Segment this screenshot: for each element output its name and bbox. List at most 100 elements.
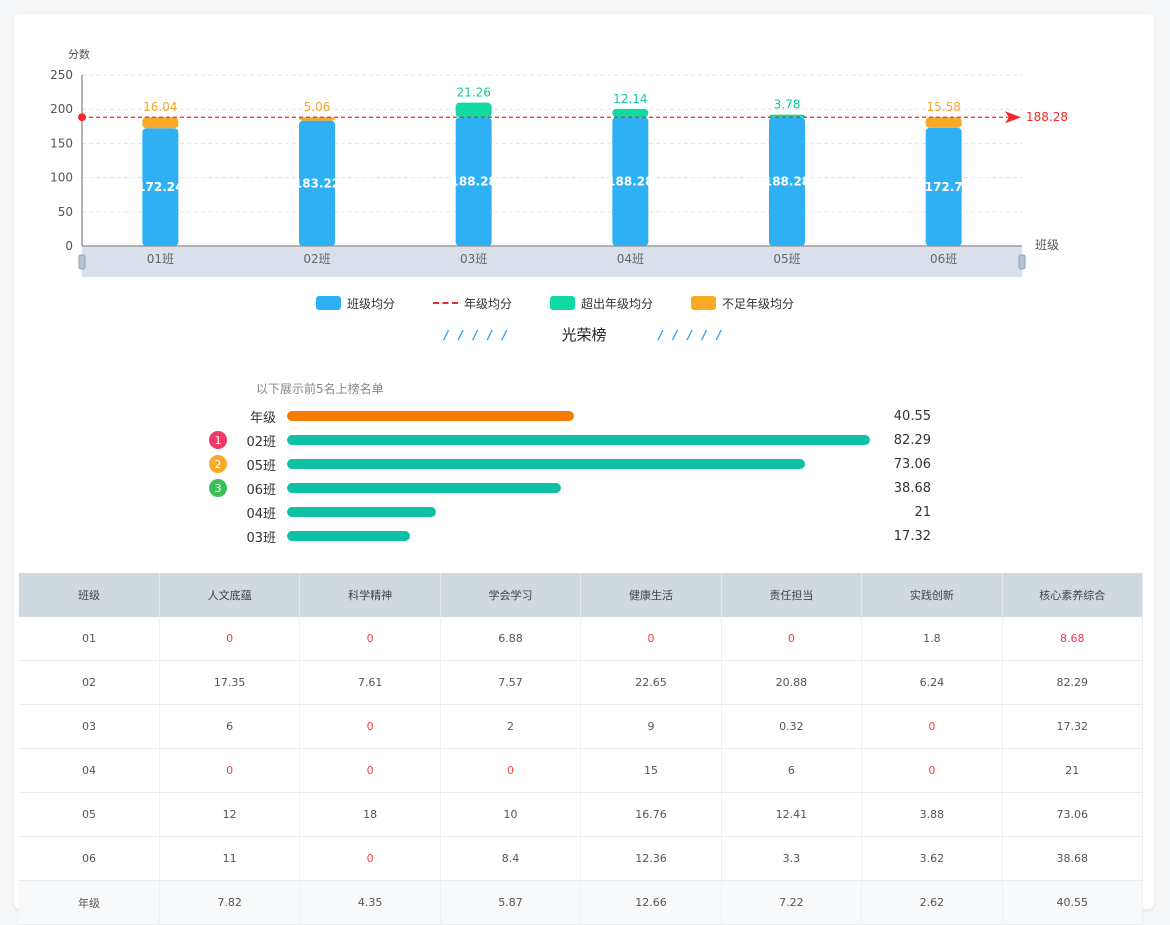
- bar-top-label: 21.26: [456, 86, 490, 100]
- table-cell: 12.41: [721, 792, 863, 837]
- rank-label: 04班: [246, 506, 276, 522]
- rank-label: 03班: [246, 530, 276, 546]
- table-cell: 17.35: [159, 660, 301, 705]
- table-cell: 0: [159, 617, 301, 661]
- bar-top-label: 16.04: [143, 100, 177, 114]
- table-cell: 6.88: [440, 617, 582, 661]
- table-header-cell[interactable]: 核心素养综合: [1002, 573, 1144, 617]
- table-cell: 6: [159, 704, 301, 749]
- rank-bar-track: [287, 459, 870, 469]
- table-cell: 9: [580, 704, 722, 749]
- table-cell: 7.61: [299, 660, 441, 705]
- bar-class-avg: [142, 128, 179, 246]
- table-cell: 11: [159, 836, 301, 881]
- table-cell: 04: [19, 748, 160, 793]
- x-tick-label: 03班: [460, 252, 487, 266]
- rank-label: 05班: [246, 458, 276, 474]
- bar-top-label: 12.14: [613, 92, 647, 106]
- rank-label: 06班: [246, 482, 276, 498]
- table-cell: 0: [440, 748, 582, 793]
- class-score-chart: 分数 0 50 100 150 200 250 班级 172.24 16.04 01班 183.22 5…: [50, 48, 1068, 277]
- legend-item-grade-avg[interactable]: 年级均分: [433, 295, 512, 312]
- table-cell: 1.8: [861, 617, 1003, 661]
- table-cell: 12.66: [580, 880, 722, 925]
- rank-label: 02班: [246, 434, 276, 450]
- rank-label: 年级: [249, 410, 276, 426]
- rank-badge: 2: [209, 455, 227, 473]
- bar-value-label: 183.22: [294, 176, 340, 190]
- table-cell: 18: [299, 792, 441, 837]
- table-row: 01 0 0 6.88 0 0 1.8 8.68: [19, 617, 1144, 661]
- table-cell: 22.65: [580, 660, 722, 705]
- table-cell: 12.36: [580, 836, 722, 881]
- table-row: 05 12 18 10 16.76 12.41 3.88 73.06: [19, 792, 1144, 837]
- honor-title: 光荣榜: [561, 326, 607, 344]
- honor-header: / / / / / 光荣榜 / / / / /: [444, 324, 724, 345]
- table-cell: 3.62: [861, 836, 1003, 881]
- y-tick-label: 250: [50, 68, 73, 82]
- bar-top-label: 3.78: [774, 98, 801, 112]
- y-tick-label: 200: [50, 102, 73, 116]
- bar-value-label: 188.28: [764, 175, 810, 189]
- legend-item-class-avg[interactable]: 班级均分: [316, 295, 395, 312]
- table-cell: 17.32: [1002, 704, 1144, 749]
- grade-avg-label: 188.28: [1026, 110, 1068, 124]
- rank-row: 年级 40.55: [200, 406, 940, 426]
- score-table: 班级 人文底蕴 科学精神 学会学习 健康生活 责任担当 实践创新 核心素养综合 01 0 0 6.8…: [19, 573, 1144, 925]
- table-cell: 06: [19, 836, 160, 881]
- y-tick-label: 0: [65, 239, 73, 253]
- table-row: 06 11 0 8.4 12.36 3.3 3.62 38.68: [19, 836, 1144, 881]
- legend-item-below[interactable]: 不足年级均分: [691, 295, 794, 312]
- table-header-cell[interactable]: 健康生活: [580, 573, 722, 617]
- bar-value-label: 172.7: [925, 180, 963, 194]
- table-header-cell[interactable]: 责任担当: [721, 573, 863, 617]
- rank-value: 21: [914, 504, 931, 520]
- table-cell: 0: [299, 704, 441, 749]
- bar-top-label: 5.06: [304, 100, 331, 114]
- legend-swatch: [433, 302, 459, 304]
- decor-slashes-left: / / / / /: [444, 327, 510, 342]
- legend-label: 超出年级均分: [581, 296, 654, 311]
- table-row: 03 6 0 2 9 0.32 0 17.32: [19, 704, 1144, 749]
- rank-bar: [287, 531, 410, 541]
- table-header-cell[interactable]: 科学精神: [299, 573, 441, 617]
- table-row: 02 17.35 7.61 7.57 22.65 20.88 6.24 82.29: [19, 660, 1144, 705]
- table-cell: 0: [721, 617, 863, 661]
- rank-row: 03班 17.32: [200, 526, 940, 546]
- x-tick-label: 04班: [617, 252, 644, 266]
- data-zoom-band: [82, 247, 1022, 277]
- y-tick-label: 100: [50, 171, 73, 185]
- table-cell: 38.68: [1002, 836, 1144, 881]
- table-header-cell[interactable]: 学会学习: [440, 573, 582, 617]
- legend-label: 不足年级均分: [722, 296, 795, 311]
- table-cell: 73.06: [1002, 792, 1144, 837]
- rank-bar: [287, 411, 575, 421]
- grade-avg-marker: [78, 113, 86, 122]
- rank-value: 38.68: [893, 480, 931, 496]
- table-header-cell[interactable]: 人文底蕴: [159, 573, 301, 617]
- rank-hint: 以下展示前5名上榜名单: [256, 382, 384, 396]
- table-cell: 3.3: [721, 836, 863, 881]
- table-cell: 8.4: [440, 836, 582, 881]
- legend-swatch: [691, 296, 717, 310]
- table-row: 年级 7.82 4.35 5.87 12.66 7.22 2.62 40.55: [19, 880, 1144, 925]
- rank-row: 1 02班 82.29: [200, 430, 940, 450]
- table-cell: 7.57: [440, 660, 582, 705]
- rank-value: 40.55: [893, 408, 931, 424]
- table-cell: 0: [299, 836, 441, 881]
- y-axis-label: 分数: [68, 48, 90, 61]
- table-cell: 6.24: [861, 660, 1003, 705]
- rank-row: 3 06班 38.68: [200, 478, 940, 498]
- rank-bar-track: [287, 507, 870, 517]
- table-cell: 7.22: [721, 880, 863, 925]
- table-header-cell[interactable]: 班级: [19, 573, 160, 617]
- legend-item-above[interactable]: 超出年级均分: [550, 295, 653, 312]
- rank-bar-track: [287, 483, 870, 493]
- data-zoom-handle: [1018, 254, 1026, 270]
- table-cell: 5.87: [440, 880, 582, 925]
- rank-bar-track: [287, 411, 870, 421]
- table-header-cell[interactable]: 实践创新: [861, 573, 1003, 617]
- table-cell: 82.29: [1002, 660, 1144, 705]
- rank-bar-track: [287, 531, 870, 541]
- rank-bar: [287, 459, 805, 469]
